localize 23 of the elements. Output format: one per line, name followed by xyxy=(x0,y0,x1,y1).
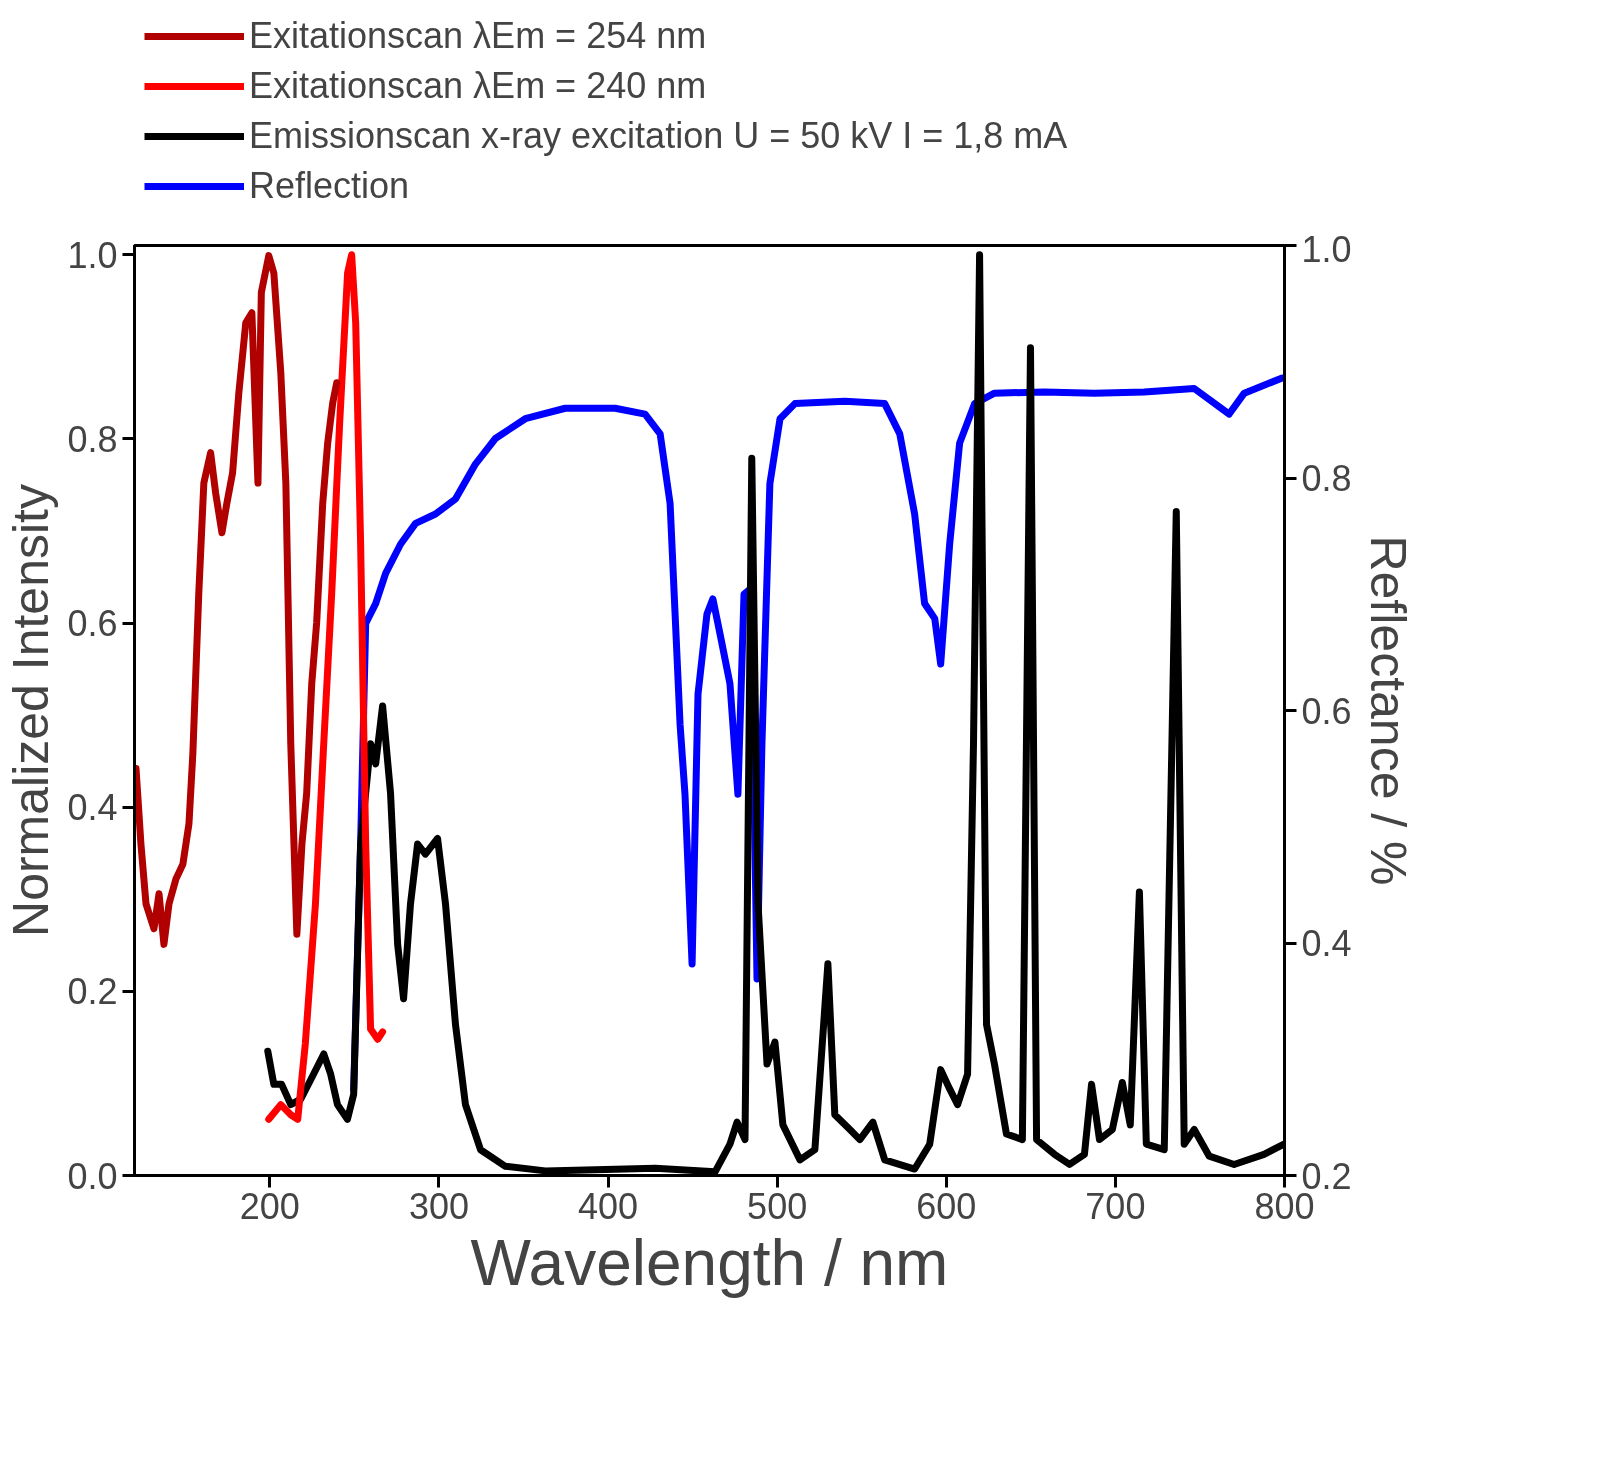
y-tick-label: 1.0 xyxy=(67,234,118,276)
y-tick-label: 0.6 xyxy=(67,603,118,645)
y2-axis-title: Reflectance / % xyxy=(1359,535,1416,886)
y2-tick-label: 1.0 xyxy=(1301,228,1352,270)
y2-tick-label: 0.8 xyxy=(1301,458,1352,499)
legend-label: Exitationscan λEm = 254 nm xyxy=(249,15,707,57)
y2-tick-label: 0.4 xyxy=(1301,923,1352,964)
x-axis-title: Wavelength / nm xyxy=(470,1226,949,1299)
y2-tick-label: 0.6 xyxy=(1301,690,1352,732)
legend-label: Emissionscan x-ray excitation U = 50 kV I = 1,8 mA xyxy=(249,115,1068,157)
x-tick-label: 200 xyxy=(239,1185,300,1227)
x-tick-label: 500 xyxy=(747,1185,808,1227)
y-tick-label: 0.8 xyxy=(67,418,118,460)
legend-label: Reflection xyxy=(249,165,410,207)
y-tick-label: 0.4 xyxy=(67,787,118,829)
x-tick-label: 300 xyxy=(408,1185,469,1227)
y-tick-label: 0.2 xyxy=(67,971,118,1013)
x-tick-label: 700 xyxy=(1085,1185,1146,1227)
x-tick-label: 600 xyxy=(916,1185,977,1227)
legend-label: Exitationscan λEm = 240 nm xyxy=(249,65,707,107)
y-tick-label: 0.0 xyxy=(67,1155,118,1197)
x-tick-label: 400 xyxy=(578,1185,639,1227)
y-axis-title: Normalized Intensity xyxy=(3,484,60,937)
